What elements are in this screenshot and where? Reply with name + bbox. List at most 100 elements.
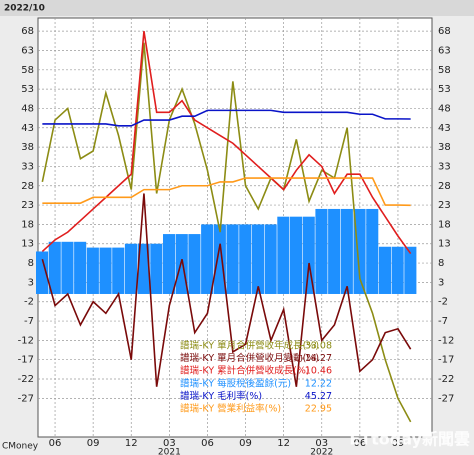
y2-tick-label: 33 <box>438 161 451 172</box>
x-tick-label: 06 <box>49 438 62 449</box>
y2-tick-label: -7 <box>438 316 448 327</box>
x-tick-label: 12 <box>277 438 290 449</box>
bar <box>61 241 74 294</box>
y-tick-label: 53 <box>21 84 34 95</box>
y2-tick-label: 58 <box>438 65 451 76</box>
legend-value: -14.27 <box>301 353 332 364</box>
bar <box>264 224 277 294</box>
legend-value: 45.27 <box>305 391 332 402</box>
bar <box>340 208 353 294</box>
legend-label: 譜瑞-KY 毛利率(%) <box>180 390 262 402</box>
line <box>42 109 411 127</box>
x-tick-label: 09 <box>239 438 252 449</box>
y-tick-label: 3 <box>28 277 34 288</box>
x-tick-label: 09 <box>392 438 405 449</box>
bar <box>150 243 163 294</box>
bar <box>74 241 87 294</box>
y-tick-label: -7 <box>24 316 34 327</box>
y-tick-label: 23 <box>21 200 34 211</box>
x-tick-label: 03 <box>315 438 328 449</box>
y-tick-label: -17 <box>18 355 34 366</box>
y2-tick-label: 23 <box>438 200 451 211</box>
y2-tick-label: 8 <box>438 258 444 269</box>
legend-value: 10.46 <box>305 366 332 377</box>
bar <box>36 251 49 294</box>
y2-tick-label: -12 <box>438 335 454 346</box>
y2-tick-label: 63 <box>438 45 451 56</box>
y2-tick-label: -2 <box>438 297 448 308</box>
watermark: ETtoday新聞雲 <box>349 430 470 449</box>
bar <box>188 234 201 294</box>
bar <box>404 246 417 294</box>
y2-tick-label: 43 <box>438 123 451 134</box>
date-label: 2022/10 <box>4 4 45 14</box>
y-tick-label: 68 <box>21 26 34 37</box>
legend-label: 譜瑞-KY 營業利益率(%) <box>180 403 281 415</box>
legend-label: 譜瑞-KY 每股稅後盈餘(元) <box>180 377 291 389</box>
bar <box>137 243 150 294</box>
header-bar <box>0 0 474 16</box>
bar <box>378 246 391 294</box>
y-tick-label: 28 <box>21 181 34 192</box>
bar <box>391 246 404 294</box>
bar <box>328 208 341 294</box>
bar <box>226 224 239 294</box>
y2-tick-label: 68 <box>438 26 451 37</box>
y-tick-label: 63 <box>21 45 34 56</box>
legend-value: 22.95 <box>305 404 332 415</box>
bar <box>99 247 112 294</box>
x-tick-label: 09 <box>87 438 100 449</box>
line <box>42 177 411 207</box>
y2-tick-label: -27 <box>438 393 454 404</box>
source-label: CMoney <box>2 442 39 452</box>
bar <box>112 247 125 294</box>
y2-tick-label: 53 <box>438 84 451 95</box>
y-tick-label: 18 <box>21 219 34 230</box>
y2-tick-label: 48 <box>438 103 451 114</box>
legend-label: 譜瑞-KY 累計合併營收成長(%) <box>180 365 310 377</box>
bar <box>124 243 137 294</box>
y2-tick-label: -22 <box>438 374 454 385</box>
bar <box>315 208 328 294</box>
bar <box>86 247 99 294</box>
bar <box>48 241 61 294</box>
x-tick-label: 06 <box>353 438 366 449</box>
year-label: 2022 <box>310 448 333 455</box>
legend-value: 12.22 <box>305 378 332 389</box>
y-tick-label: 8 <box>28 258 34 269</box>
y2-tick-label: 3 <box>438 277 444 288</box>
y-tick-label: 13 <box>21 239 34 250</box>
bar <box>302 216 315 294</box>
line <box>41 31 412 255</box>
bar <box>163 234 176 294</box>
y-tick-label: -27 <box>18 393 34 404</box>
year-label: 2021 <box>158 448 181 455</box>
x-tick-label: 06 <box>201 438 214 449</box>
bar <box>366 208 379 294</box>
y-tick-label: 58 <box>21 65 34 76</box>
y-tick-label: 33 <box>21 161 34 172</box>
bar <box>239 224 252 294</box>
y-tick-label: 43 <box>21 123 34 134</box>
legend-label: 譜瑞-KY 單月合併營收月變動(%) <box>180 352 319 364</box>
bar <box>251 224 264 294</box>
y-tick-label: 38 <box>21 142 34 153</box>
y-tick-label: -2 <box>24 297 34 308</box>
y2-tick-label: 38 <box>438 142 451 153</box>
bar <box>277 216 290 294</box>
bar <box>213 224 226 294</box>
y-tick-label: -12 <box>18 335 34 346</box>
x-tick-label: 03 <box>163 438 176 449</box>
y2-tick-label: 28 <box>438 181 451 192</box>
line <box>41 42 412 423</box>
line <box>41 193 412 387</box>
y2-tick-label: 18 <box>438 219 451 230</box>
x-tick-label: 12 <box>125 438 138 449</box>
y2-tick-label: -17 <box>438 355 454 366</box>
y-tick-label: 48 <box>21 103 34 114</box>
bar <box>201 224 214 294</box>
y-tick-label: -22 <box>18 374 34 385</box>
legend-label: 譜瑞-KY 單月合併營收年成長(%) <box>180 340 319 352</box>
